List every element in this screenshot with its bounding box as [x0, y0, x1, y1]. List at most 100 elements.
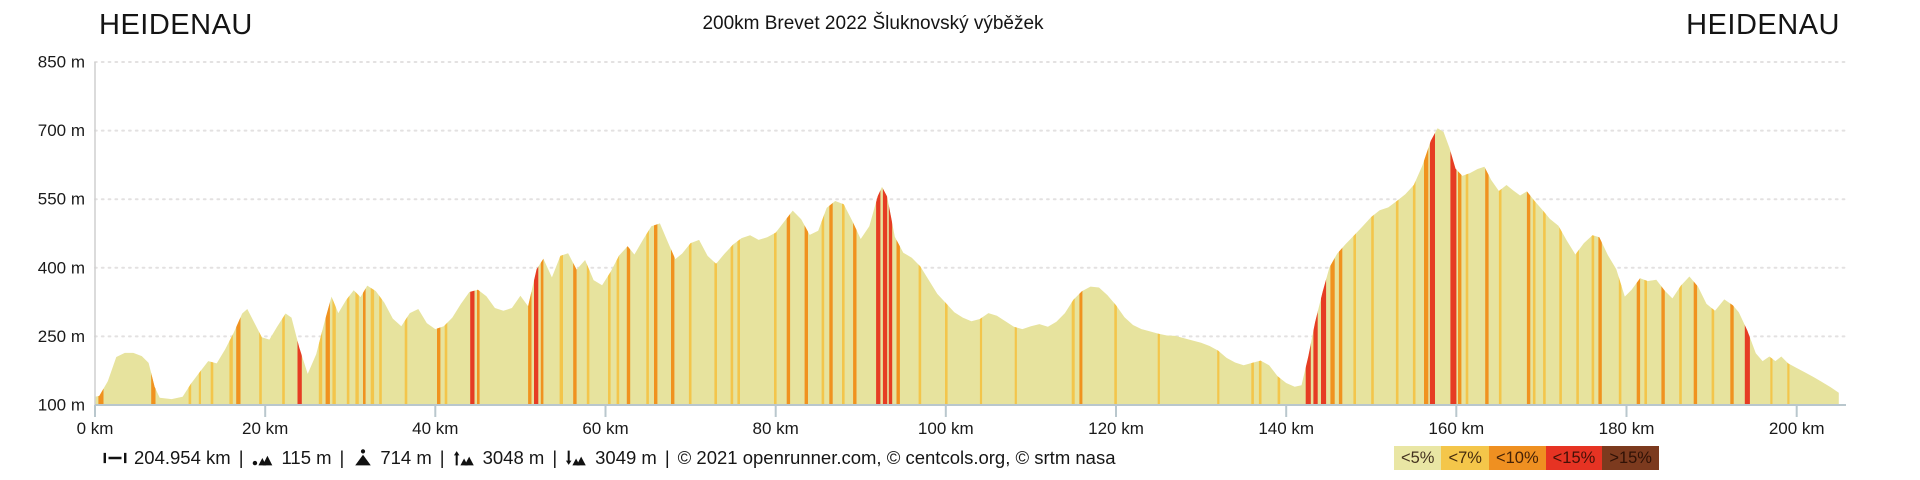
- stat-separator: |: [238, 447, 244, 468]
- gradient-stripe: [842, 128, 845, 405]
- gradient-stripe: [297, 128, 302, 405]
- gradient-stripe: [198, 128, 201, 405]
- gradient-stripe: [1559, 128, 1562, 405]
- gradient-stripe: [1330, 128, 1335, 405]
- gradient-stripe: [774, 128, 777, 405]
- legend-label: <5%: [1401, 448, 1435, 467]
- gradient-stripe: [540, 128, 544, 405]
- gradient-stripe: [979, 128, 983, 405]
- gradient-stripe: [528, 128, 532, 405]
- max-altitude-stat: 714 m: [352, 447, 432, 469]
- x-tick-label: 20 km: [242, 419, 288, 438]
- gradient-stripe: [626, 128, 631, 405]
- gradient-stripe: [821, 128, 825, 405]
- gradient-stripe: [379, 128, 382, 405]
- gradient-stripe: [151, 128, 156, 405]
- gradient-stripe: [1079, 128, 1083, 405]
- gradient-stripe: [1679, 128, 1682, 405]
- total-distance-stat: 204.954 km: [102, 447, 231, 469]
- gradient-stripe: [586, 128, 590, 405]
- legend-label: >15%: [1609, 448, 1652, 467]
- min-altitude-stat: 115 m: [252, 447, 332, 469]
- gradient-stripe: [1770, 128, 1773, 405]
- gradient-stripe: [477, 128, 480, 405]
- start-location-label: HEIDENAU: [99, 9, 253, 41]
- x-tick-label: 180 km: [1599, 419, 1655, 438]
- gradient-stripe: [370, 128, 375, 405]
- gradient-stripe: [355, 128, 359, 405]
- gradient-stripe: [1744, 128, 1750, 405]
- gradient-stripe: [282, 128, 285, 405]
- gradient-stripe: [1661, 128, 1665, 405]
- max-altitude-value: 714 m: [380, 447, 432, 468]
- gradient-stripe: [325, 128, 330, 405]
- gradient-stripe: [1313, 128, 1318, 405]
- gradient-stripe: [1338, 128, 1343, 405]
- gradient-stripe: [646, 128, 649, 405]
- gradient-stripe: [1644, 128, 1647, 405]
- gradient-stripe: [829, 128, 833, 405]
- gradient-stripe: [98, 128, 104, 405]
- gradient-stripe: [1277, 128, 1281, 405]
- x-tick-label: 0 km: [77, 419, 114, 438]
- x-tick-label: 200 km: [1769, 419, 1825, 438]
- max-altitude-icon: [352, 448, 374, 468]
- min-altitude-value: 115 m: [281, 447, 332, 468]
- total-distance-value: 204.954 km: [134, 447, 231, 468]
- gradient-stripe: [654, 128, 658, 405]
- gradient-stripe: [1305, 128, 1311, 405]
- legend-item-lt5: <5%: [1394, 446, 1442, 470]
- gradient-stripe: [1071, 128, 1075, 405]
- gradient-stripe: [896, 128, 900, 405]
- gradient-stripe: [737, 128, 740, 405]
- gradient-stripe: [1526, 128, 1531, 405]
- gradient-stripe: [236, 128, 241, 405]
- gradient-stripe: [534, 128, 539, 405]
- gradient-stripe: [1498, 128, 1502, 405]
- gradient-stripe: [853, 128, 857, 405]
- gradient-stripe: [1114, 128, 1117, 405]
- total-ascent-icon: [453, 448, 477, 468]
- total-ascent-value: 3048 m: [482, 447, 545, 468]
- gradient-stripe: [786, 128, 791, 405]
- gradient-stripe: [1424, 128, 1429, 405]
- gradient-stripe: [259, 128, 262, 405]
- gradient-stripe: [1429, 128, 1435, 405]
- gradient-stripe: [346, 128, 350, 405]
- gradient-stripe: [1412, 128, 1416, 405]
- gradient-stripe: [363, 128, 366, 405]
- gradient-stripe: [1787, 128, 1790, 405]
- legend-item-lt7: <7%: [1441, 446, 1489, 470]
- total-descent-stat: 3049 m: [565, 447, 657, 469]
- gradient-stripe: [1618, 128, 1622, 405]
- gradient-stripe: [470, 128, 475, 405]
- gradient-stripe: [1465, 128, 1469, 405]
- legend-item-lt15: <15%: [1545, 446, 1603, 470]
- gradient-stripe: [1353, 128, 1356, 405]
- copyright-text: © 2021 openrunner.com, © centcols.org, ©…: [677, 447, 1116, 468]
- gradient-stripe: [730, 128, 734, 405]
- total-descent-icon: [565, 448, 589, 468]
- legend-label: <15%: [1552, 448, 1596, 467]
- y-tick-label: 100 m: [38, 396, 85, 415]
- gradient-stripe: [229, 128, 233, 405]
- gradient-stripe: [1730, 128, 1734, 405]
- gradient-legend: <5% <7% <10% <15% >15%: [1394, 446, 1659, 470]
- gradient-stripe: [1485, 128, 1489, 405]
- legend-label: <10%: [1495, 448, 1539, 467]
- end-location-label: HEIDENAU: [1686, 9, 1840, 41]
- gradient-stripe: [876, 128, 881, 405]
- gradient-stripe: [332, 128, 336, 405]
- x-tick-label: 40 km: [412, 419, 458, 438]
- gradient-stripe: [1217, 128, 1220, 405]
- total-descent-value: 3049 m: [595, 447, 657, 468]
- x-tick-label: 80 km: [753, 419, 799, 438]
- gradient-stripe: [404, 128, 408, 405]
- legend-item-lt10: <10%: [1488, 446, 1546, 470]
- gradient-stripe: [1371, 128, 1374, 405]
- gradient-stripe: [444, 128, 448, 405]
- gradient-stripe: [1157, 128, 1160, 405]
- stat-separator: |: [439, 447, 445, 468]
- gradient-stripe: [559, 128, 563, 405]
